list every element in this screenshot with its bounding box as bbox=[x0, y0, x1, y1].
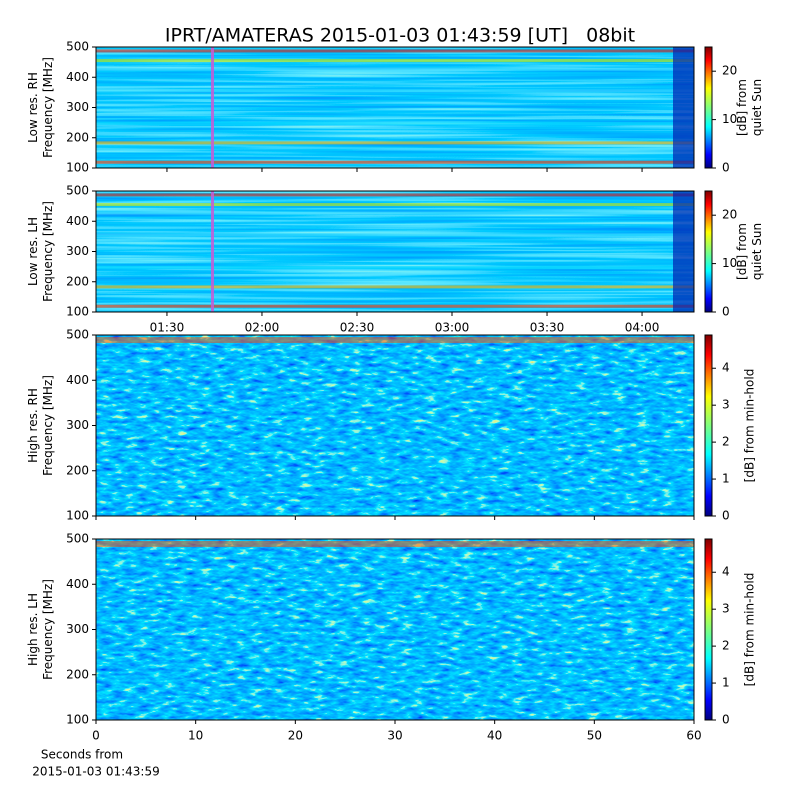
colorbar bbox=[704, 538, 713, 721]
x-label-line: 2015-01-03 01:43:59 bbox=[32, 765, 159, 779]
emission-band bbox=[96, 49, 694, 53]
spectrogram-image bbox=[96, 47, 694, 168]
y-tick-label: 100 bbox=[66, 509, 89, 523]
x-tick-label: 30 bbox=[387, 729, 402, 743]
colorbar-tick-label: 0 bbox=[722, 161, 730, 175]
emission-band bbox=[96, 89, 694, 93]
emission-band bbox=[96, 160, 694, 164]
colorbar bbox=[704, 46, 713, 169]
x-tick-label: 40 bbox=[487, 729, 502, 743]
colorbar-tick-label: 3 bbox=[722, 602, 730, 616]
colorbar-label: [dB] from bbox=[735, 223, 749, 280]
y-tick-label: 300 bbox=[66, 418, 89, 432]
emission-band bbox=[96, 233, 694, 237]
instrument-gap bbox=[673, 191, 694, 312]
time-marker bbox=[211, 191, 214, 312]
colorbar-tick-label: 1 bbox=[722, 676, 730, 690]
colorbar-tick-label: 20 bbox=[722, 64, 737, 78]
x-tick-label: 01:30 bbox=[150, 321, 185, 335]
colorbar-tick-label: 4 bbox=[722, 361, 730, 375]
x-tick-label: 10 bbox=[188, 729, 203, 743]
y-tick-label: 500 bbox=[66, 184, 89, 198]
y-tick-label: 300 bbox=[66, 622, 89, 636]
spectrogram-image bbox=[96, 335, 694, 516]
colorbar-tick-label: 3 bbox=[722, 398, 730, 412]
colorbar-label: [dB] from bbox=[735, 79, 749, 136]
y-tick-label: 100 bbox=[66, 713, 89, 727]
y-tick-label: 500 bbox=[66, 532, 89, 546]
y-tick-label: 200 bbox=[66, 130, 89, 144]
emission-band bbox=[96, 59, 694, 63]
y-tick-label: 500 bbox=[66, 40, 89, 54]
colorbar-tick-label: 0 bbox=[722, 509, 730, 523]
x-tick-label: 02:30 bbox=[340, 321, 375, 335]
y-tick-label: 300 bbox=[66, 244, 89, 258]
emission-band bbox=[96, 285, 694, 289]
x-tick-label: 03:00 bbox=[435, 321, 470, 335]
colorbar-tick-label: 1 bbox=[722, 472, 730, 486]
y-label: Frequency [MHz] bbox=[41, 579, 55, 680]
y-label: High res. LH bbox=[26, 593, 40, 666]
colorbar-tick-label: 10 bbox=[722, 112, 737, 126]
colorbar-label: quiet Sun bbox=[750, 223, 764, 280]
y-label: Frequency [MHz] bbox=[41, 375, 55, 476]
y-tick-label: 100 bbox=[66, 305, 89, 319]
instrument-gap bbox=[673, 47, 694, 168]
y-tick-label: 400 bbox=[66, 373, 89, 387]
y-tick-label: 200 bbox=[66, 274, 89, 288]
y-label: High res. RH bbox=[26, 388, 40, 463]
y-label: Frequency [MHz] bbox=[41, 201, 55, 302]
x-label-line: Seconds from bbox=[41, 748, 123, 762]
colorbar-tick-label: 4 bbox=[722, 565, 730, 579]
x-tick-label: 03:30 bbox=[530, 321, 565, 335]
y-tick-label: 500 bbox=[66, 328, 89, 342]
y-tick-label: 400 bbox=[66, 214, 89, 228]
colorbar-label: [dB] from min-hold bbox=[743, 573, 757, 687]
colorbar-tick-label: 0 bbox=[722, 305, 730, 319]
colorbar-label: [dB] from min-hold bbox=[743, 369, 757, 483]
colorbar-tick-label: 0 bbox=[722, 713, 730, 727]
x-tick-label: 0 bbox=[92, 729, 100, 743]
emission-band bbox=[96, 67, 694, 71]
colorbar bbox=[704, 190, 713, 313]
x-tick-label: 04:00 bbox=[625, 321, 660, 335]
colorbar-tick-label: 2 bbox=[722, 435, 730, 449]
emission-band bbox=[96, 337, 694, 343]
y-tick-label: 400 bbox=[66, 577, 89, 591]
y-label: Low res. RH bbox=[26, 72, 40, 143]
y-label: Low res. LH bbox=[26, 217, 40, 286]
x-tick-label: 50 bbox=[587, 729, 602, 743]
time-marker bbox=[211, 47, 214, 168]
emission-band bbox=[96, 141, 694, 145]
y-tick-label: 100 bbox=[66, 161, 89, 175]
colorbar-tick-label: 10 bbox=[722, 256, 737, 270]
y-tick-label: 300 bbox=[66, 100, 89, 114]
spectrogram-image bbox=[96, 191, 694, 312]
spectrogram-image bbox=[96, 539, 694, 720]
colorbar bbox=[704, 334, 713, 517]
colorbar-tick-label: 20 bbox=[722, 208, 737, 222]
y-tick-label: 200 bbox=[66, 463, 89, 477]
y-tick-label: 400 bbox=[66, 70, 89, 84]
emission-band bbox=[96, 541, 694, 547]
emission-band bbox=[96, 193, 694, 197]
emission-band bbox=[96, 304, 694, 308]
y-label: Frequency [MHz] bbox=[41, 57, 55, 158]
emission-band bbox=[96, 211, 694, 215]
colorbar-tick-label: 2 bbox=[722, 639, 730, 653]
emission-band bbox=[96, 203, 694, 207]
x-tick-label: 02:00 bbox=[245, 321, 280, 335]
colorbar-label: quiet Sun bbox=[750, 79, 764, 136]
x-tick-label: 20 bbox=[288, 729, 303, 743]
figure-title: IPRT/AMATERAS 2015-01-03 01:43:59 [UT] 0… bbox=[165, 25, 635, 47]
x-tick-label: 60 bbox=[686, 729, 701, 743]
y-tick-label: 200 bbox=[66, 667, 89, 681]
emission-band bbox=[96, 122, 694, 126]
emission-band bbox=[96, 266, 694, 270]
